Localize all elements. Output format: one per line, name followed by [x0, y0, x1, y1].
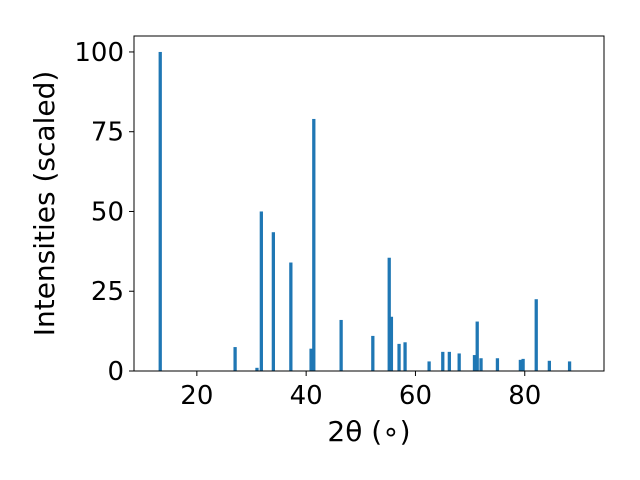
bar: [259, 211, 263, 371]
bar: [271, 232, 275, 371]
x-tick-label: 80: [508, 381, 541, 411]
bar: [309, 348, 313, 371]
bar: [521, 358, 525, 371]
y-axis-label: Intensities (scaled): [28, 71, 61, 337]
bar: [447, 351, 451, 371]
bar: [397, 343, 401, 371]
bar: [495, 358, 500, 371]
bar: [547, 360, 551, 371]
y-tick-label: 25: [91, 277, 124, 307]
bar: [158, 51, 162, 371]
bar: [479, 358, 483, 371]
bar: [233, 347, 237, 371]
y-axis-ticks: 0 25 50 75 100: [74, 38, 134, 387]
x-tick-label: 20: [180, 381, 213, 411]
bar: [427, 361, 431, 371]
y-tick-label: 50: [91, 197, 124, 227]
y-tick-label: 75: [91, 118, 124, 148]
bar: [475, 321, 479, 371]
x-tick-label: 40: [290, 381, 323, 411]
y-tick-label: 0: [107, 357, 124, 387]
bar: [289, 262, 293, 371]
bar: [339, 319, 343, 371]
x-axis-ticks: 20 40 60 80: [180, 371, 541, 411]
bar: [389, 316, 394, 371]
y-tick-label: 100: [74, 38, 124, 68]
bar: [534, 299, 538, 371]
bar: [312, 118, 316, 371]
plot-frame: [133, 35, 605, 372]
x-tick-label: 60: [399, 381, 432, 411]
bars-group: [158, 51, 572, 371]
bar: [371, 335, 375, 371]
bar: [472, 355, 477, 371]
bar: [457, 353, 461, 371]
bar: [567, 361, 572, 371]
bar: [518, 359, 523, 371]
bar: [387, 257, 391, 371]
bar: [403, 342, 407, 371]
bar: [255, 367, 259, 371]
x-axis-label: 2θ (∘): [327, 415, 410, 448]
bar: [441, 351, 445, 371]
